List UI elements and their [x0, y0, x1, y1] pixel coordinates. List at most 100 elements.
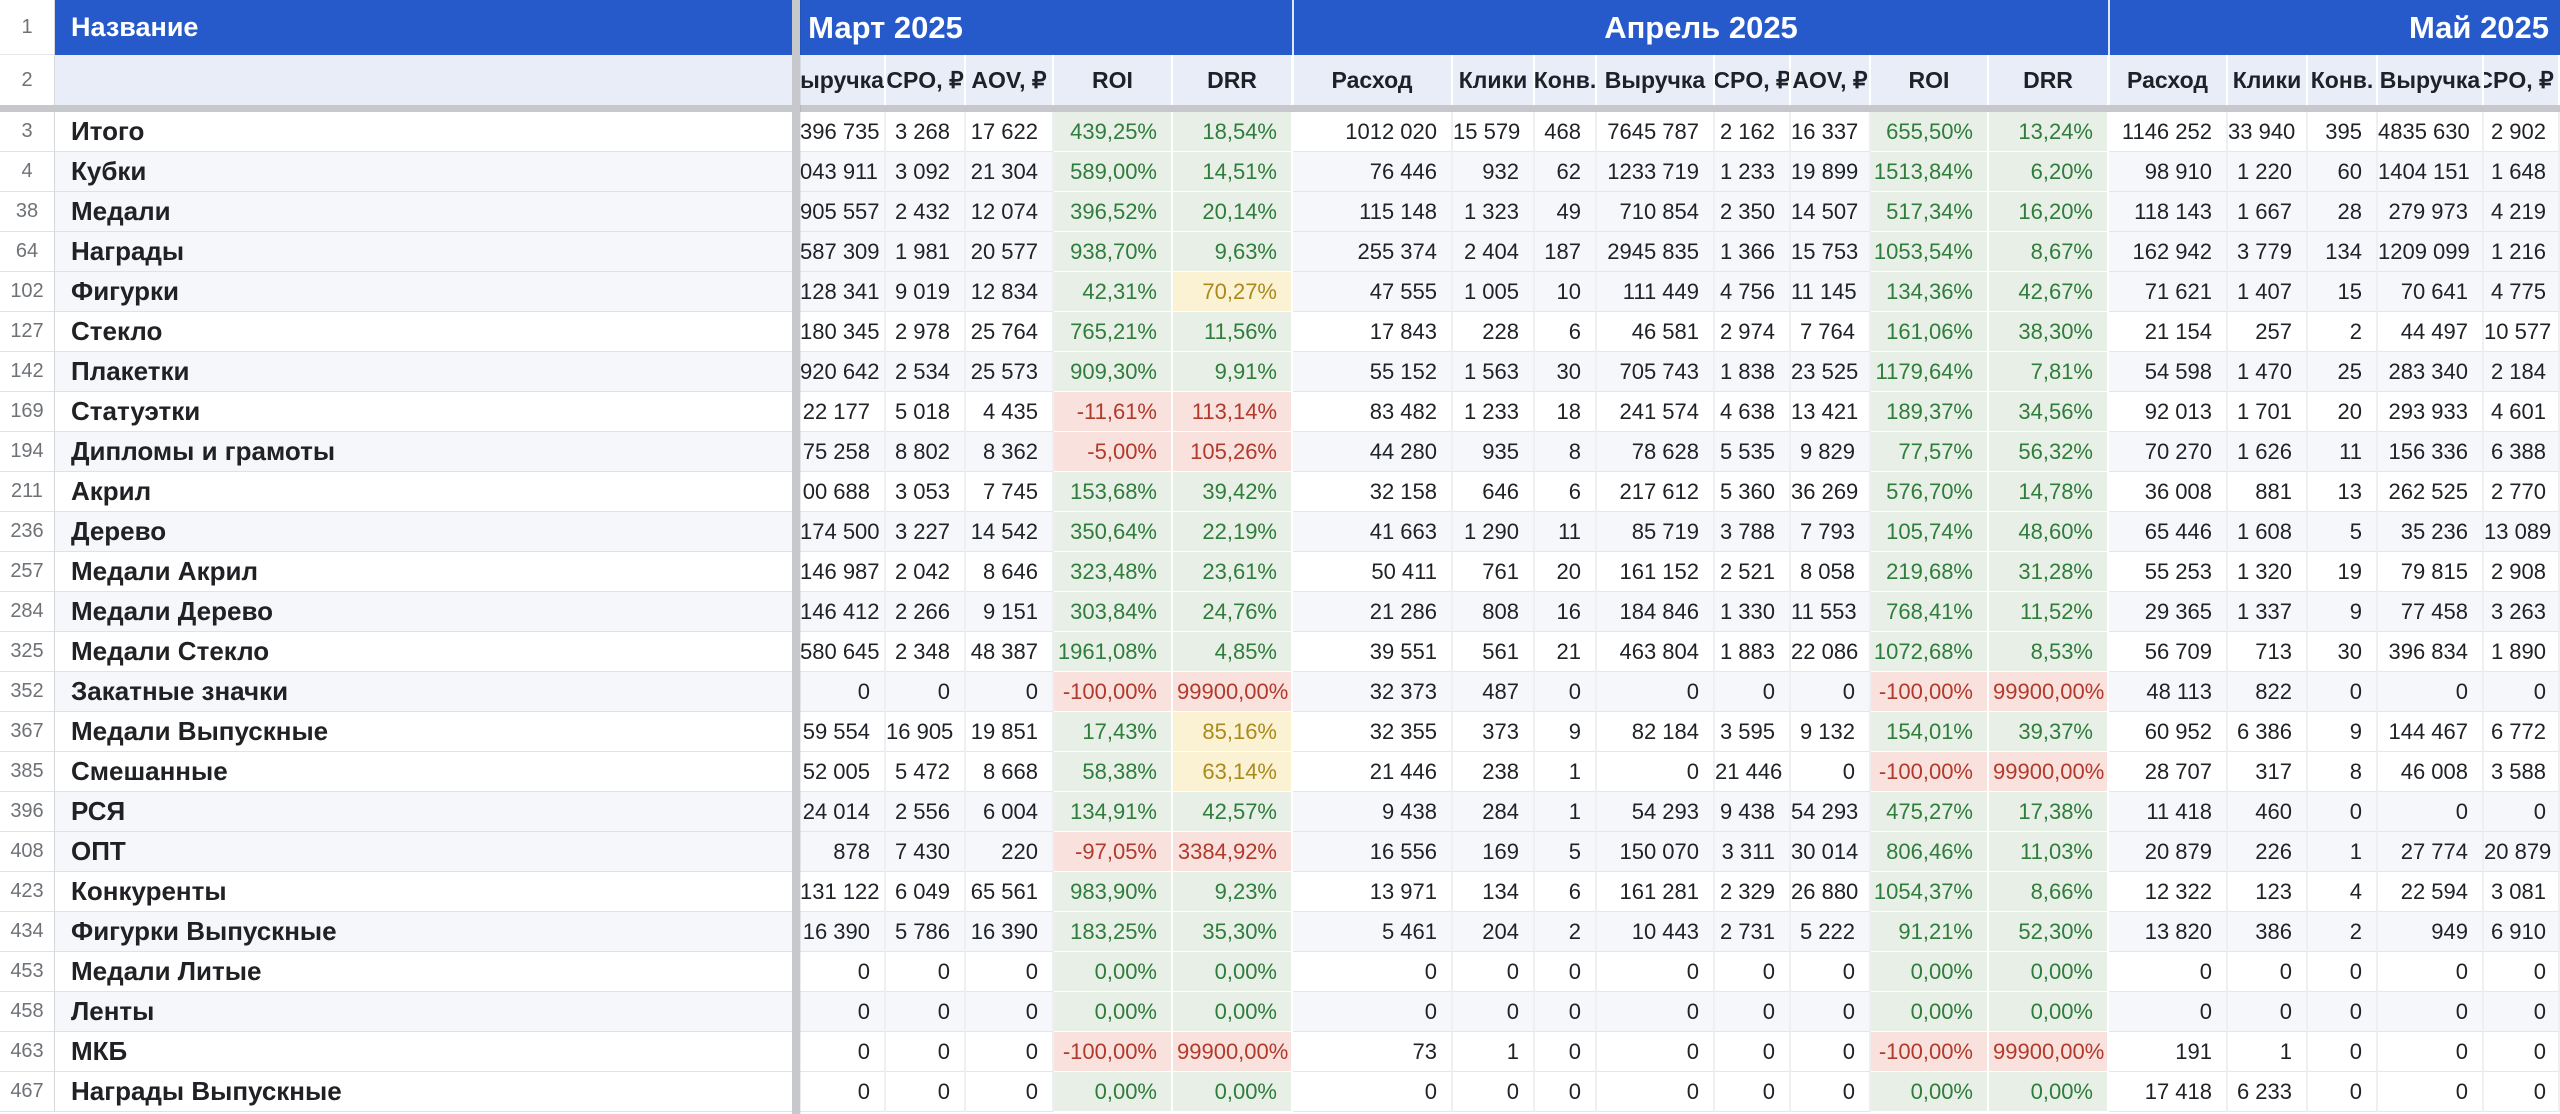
data-cell[interactable]: 24 014 — [800, 792, 886, 832]
data-cell[interactable]: -100,00% — [1054, 1032, 1173, 1072]
data-cell[interactable]: 21 — [1535, 632, 1597, 672]
data-cell[interactable]: 5 — [2308, 512, 2378, 552]
data-cell[interactable]: 3 788 — [1715, 512, 1791, 552]
data-cell[interactable]: 1 981 — [886, 232, 966, 272]
data-cell[interactable]: 0,00% — [1173, 992, 1293, 1032]
data-cell[interactable]: 0,00% — [1054, 1072, 1173, 1112]
data-cell[interactable]: 70,27% — [1173, 272, 1293, 312]
category-name-cell[interactable]: Конкуренты — [55, 872, 800, 912]
data-cell[interactable]: 46 008 — [2378, 752, 2484, 792]
data-cell[interactable]: 44 280 — [1293, 432, 1453, 472]
data-cell[interactable]: 92 013 — [2109, 392, 2228, 432]
data-cell[interactable]: 36 269 — [1791, 472, 1871, 512]
data-cell[interactable]: 0 — [1597, 992, 1715, 1032]
data-cell[interactable]: 10 577 — [2484, 312, 2560, 352]
data-cell[interactable]: 262 525 — [2378, 472, 2484, 512]
data-cell[interactable]: 1404 151 — [2378, 152, 2484, 192]
data-cell[interactable]: 1 366 — [1715, 232, 1791, 272]
data-cell[interactable]: 238 — [1453, 752, 1535, 792]
data-cell[interactable]: 8,67% — [1989, 232, 2109, 272]
data-cell[interactable]: 5 786 — [886, 912, 966, 952]
data-cell[interactable]: 0 — [1293, 952, 1453, 992]
data-cell[interactable]: 2 534 — [886, 352, 966, 392]
data-cell[interactable]: 517,34% — [1871, 192, 1989, 232]
data-cell[interactable]: 16 390 — [800, 912, 886, 952]
data-cell[interactable]: 15 753 — [1791, 232, 1871, 272]
column-header[interactable]: Конв. — [2308, 55, 2378, 105]
data-cell[interactable]: 2 521 — [1715, 552, 1791, 592]
data-cell[interactable]: 3 092 — [886, 152, 966, 192]
data-cell[interactable]: 386 — [2228, 912, 2308, 952]
row-number[interactable]: 236 — [0, 512, 55, 552]
data-cell[interactable]: 0 — [886, 952, 966, 992]
data-cell[interactable]: 85 719 — [1597, 512, 1715, 552]
data-cell[interactable]: 54 293 — [1791, 792, 1871, 832]
column-header[interactable]: Конв. — [1535, 55, 1597, 105]
data-cell[interactable]: 2 350 — [1715, 192, 1791, 232]
data-cell[interactable]: 3 595 — [1715, 712, 1791, 752]
data-cell[interactable]: 1 838 — [1715, 352, 1791, 392]
data-cell[interactable]: 4835 630 — [2378, 112, 2484, 152]
data-cell[interactable]: 11,56% — [1173, 312, 1293, 352]
data-cell[interactable]: 396 735 — [800, 112, 886, 152]
data-cell[interactable]: 6 004 — [966, 792, 1054, 832]
data-cell[interactable]: 77 458 — [2378, 592, 2484, 632]
data-cell[interactable]: 38,30% — [1989, 312, 2109, 352]
data-cell[interactable]: 7 745 — [966, 472, 1054, 512]
data-cell[interactable]: 0 — [2308, 1032, 2378, 1072]
data-cell[interactable]: 105,26% — [1173, 432, 1293, 472]
data-cell[interactable]: 11 553 — [1791, 592, 1871, 632]
data-cell[interactable]: 14 507 — [1791, 192, 1871, 232]
data-cell[interactable]: 44 497 — [2378, 312, 2484, 352]
row-number[interactable]: 325 — [0, 632, 55, 672]
data-cell[interactable]: 0 — [1791, 1072, 1871, 1112]
column-header[interactable]: AOV, ₽ — [966, 55, 1054, 105]
data-cell[interactable]: 146 987 — [800, 552, 886, 592]
row-number[interactable]: 194 — [0, 432, 55, 472]
data-cell[interactable]: 0 — [1535, 1032, 1597, 1072]
data-cell[interactable]: 42,67% — [1989, 272, 2109, 312]
data-cell[interactable]: 1 407 — [2228, 272, 2308, 312]
data-cell[interactable]: 85,16% — [1173, 712, 1293, 752]
data-cell[interactable]: 4,85% — [1173, 632, 1293, 672]
data-cell[interactable]: 204 — [1453, 912, 1535, 952]
data-cell[interactable]: 4 219 — [2484, 192, 2560, 232]
data-cell[interactable]: 161 152 — [1597, 552, 1715, 592]
data-cell[interactable]: 19 899 — [1791, 152, 1871, 192]
category-name-cell[interactable]: Фигурки Выпускные — [55, 912, 800, 952]
data-cell[interactable]: 1 320 — [2228, 552, 2308, 592]
data-cell[interactable]: 16,20% — [1989, 192, 2109, 232]
row-number[interactable]: 396 — [0, 792, 55, 832]
data-cell[interactable]: -97,05% — [1054, 832, 1173, 872]
data-cell[interactable]: 9 — [1535, 712, 1597, 752]
data-cell[interactable]: 4 — [2308, 872, 2378, 912]
data-cell[interactable]: 2 556 — [886, 792, 966, 832]
data-cell[interactable]: 39,37% — [1989, 712, 2109, 752]
category-name-cell[interactable]: Награды Выпускные — [55, 1072, 800, 1112]
data-cell[interactable]: 043 911 — [800, 152, 886, 192]
data-cell[interactable]: 3 053 — [886, 472, 966, 512]
data-cell[interactable]: 0 — [2109, 952, 2228, 992]
data-cell[interactable]: 91,21% — [1871, 912, 1989, 952]
data-cell[interactable]: 0 — [1715, 992, 1791, 1032]
data-cell[interactable]: 21 286 — [1293, 592, 1453, 632]
data-cell[interactable]: 587 309 — [800, 232, 886, 272]
data-cell[interactable]: 1 220 — [2228, 152, 2308, 192]
data-cell[interactable]: 0 — [2484, 1032, 2560, 1072]
data-cell[interactable]: 41 663 — [1293, 512, 1453, 552]
row-number[interactable]: 458 — [0, 992, 55, 1032]
data-cell[interactable]: 12 322 — [2109, 872, 2228, 912]
data-cell[interactable]: 17 418 — [2109, 1072, 2228, 1112]
data-cell[interactable]: 9 829 — [1791, 432, 1871, 472]
data-cell[interactable]: 217 612 — [1597, 472, 1715, 512]
data-cell[interactable]: 1053,54% — [1871, 232, 1989, 272]
data-cell[interactable]: 48 113 — [2109, 672, 2228, 712]
data-cell[interactable]: 180 345 — [800, 312, 886, 352]
data-cell[interactable]: 0 — [966, 992, 1054, 1032]
data-cell[interactable]: 0 — [2484, 1072, 2560, 1112]
data-cell[interactable]: 1 233 — [1715, 152, 1791, 192]
data-cell[interactable]: 58,38% — [1054, 752, 1173, 792]
data-cell[interactable]: 29 365 — [2109, 592, 2228, 632]
data-cell[interactable]: 8 058 — [1791, 552, 1871, 592]
data-cell[interactable]: 5 222 — [1791, 912, 1871, 952]
